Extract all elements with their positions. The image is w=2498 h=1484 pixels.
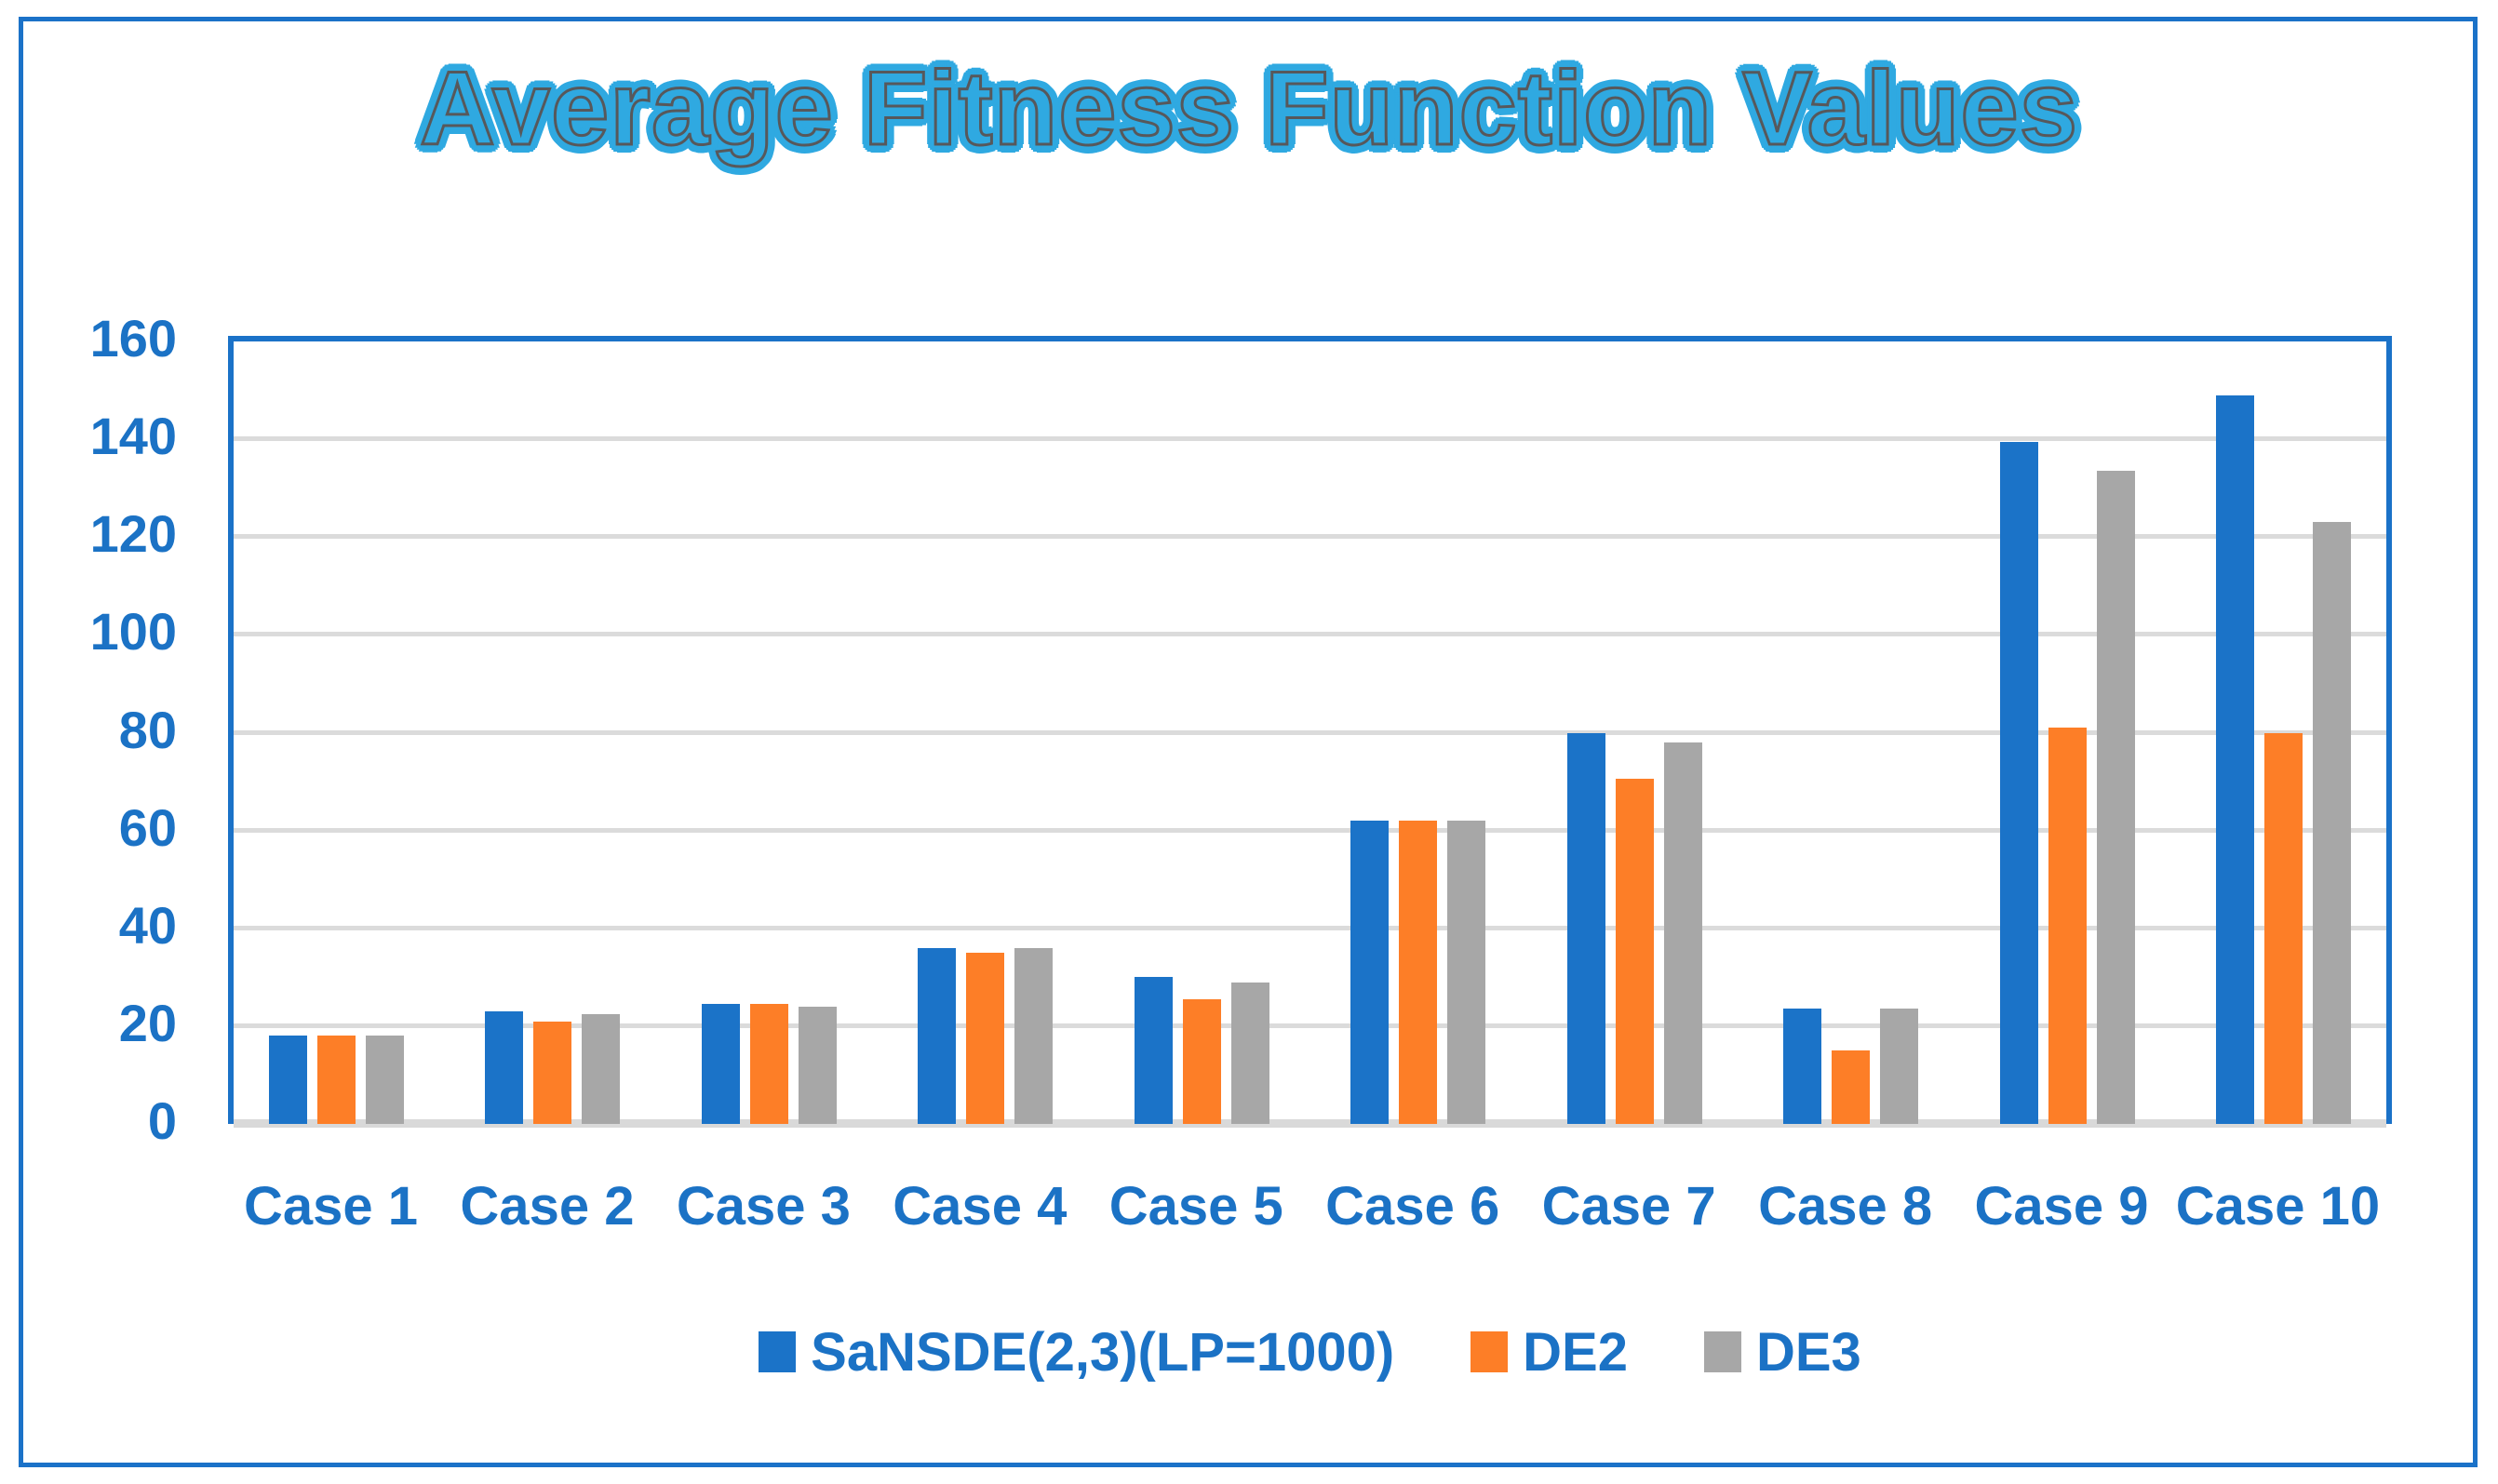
bar-sansde-2-3-lp-1000--case-2: [485, 1011, 524, 1124]
chart-title: Average Fitness Function Values: [418, 49, 2079, 168]
x-axis-label-4: Case 4: [893, 1176, 1068, 1237]
x-axis-line: [234, 1119, 2386, 1128]
y-axis-label-20: 20: [118, 993, 177, 1052]
bar-de3-case-5: [1230, 982, 1269, 1124]
y-axis-label-80: 80: [118, 700, 177, 759]
bar-de2-case-10: [2263, 732, 2303, 1124]
x-axis-label-10: Case 10: [2175, 1176, 2381, 1237]
bar-de3-case-9: [2096, 471, 2135, 1124]
x-axis-label-5: Case 5: [1108, 1176, 1283, 1237]
bar-sansde-2-3-lp-1000--case-10: [2215, 394, 2254, 1124]
bar-de2-case-4: [966, 953, 1005, 1124]
legend: SaNSDE(2,3)(LP=1000) DE2 DE3: [228, 1310, 2392, 1394]
bar-group-2: [485, 1011, 621, 1124]
y-axis-label-0: 0: [147, 1091, 177, 1150]
gridline-60: [234, 827, 2386, 833]
bar-de2-case-3: [749, 1004, 788, 1124]
bar-group-1: [269, 1036, 404, 1124]
bar-sansde-2-3-lp-1000--case-5: [1134, 977, 1173, 1124]
bar-group-8: [1783, 1009, 1919, 1124]
gridline-140: [234, 436, 2386, 442]
gridline-100: [234, 632, 2386, 637]
outer-border: [19, 17, 2478, 1467]
bar-de2-case-6: [1399, 821, 1438, 1124]
gridline-80: [234, 729, 2386, 735]
x-axis-label-9: Case 9: [1974, 1176, 2149, 1237]
y-axis-label-120: 120: [89, 504, 177, 564]
bar-group-3: [701, 1004, 837, 1124]
y-axis-label-60: 60: [118, 797, 177, 857]
bar-sansde-2-3-lp-1000--case-8: [1783, 1009, 1822, 1124]
bar-de3-case-4: [1014, 947, 1054, 1124]
bar-de2-case-1: [317, 1036, 356, 1124]
bar-de3-case-7: [1663, 742, 1702, 1124]
bar-de2-case-5: [1182, 998, 1221, 1124]
bar-de3-case-10: [2312, 522, 2351, 1124]
legend-swatch: [1703, 1331, 1741, 1372]
x-axis-label-7: Case 7: [1541, 1176, 1716, 1237]
bar-de3-case-3: [798, 1006, 837, 1124]
bar-sansde-2-3-lp-1000--case-9: [1999, 441, 2038, 1124]
legend-label: SaNSDE(2,3)(LP=1000): [811, 1321, 1395, 1383]
legend-label: DE3: [1755, 1321, 1861, 1383]
bar-de3-case-1: [366, 1036, 404, 1124]
plot-area: [228, 336, 2392, 1128]
gridline-20: [234, 1023, 2386, 1028]
bar-de2-case-9: [2048, 728, 2087, 1124]
x-axis-labels: Case 1 Case 2 Case 3 Case 4 Case 5 Case 6 Case…: [228, 1165, 2392, 1249]
bar-de2-case-7: [1615, 779, 1654, 1124]
y-axis-label-40: 40: [118, 895, 177, 955]
bar-de3-case-6: [1447, 821, 1486, 1124]
legend-item-sansde-2-3-lp-1000-: SaNSDE(2,3)(LP=1000): [759, 1321, 1394, 1384]
gridline-120: [234, 534, 2386, 540]
bar-group-4: [918, 947, 1054, 1124]
gridline-40: [234, 925, 2386, 930]
legend-swatch: [759, 1331, 797, 1372]
legend-item-de3: DE3: [1703, 1321, 1861, 1384]
y-axis-label-160: 160: [89, 309, 177, 368]
bar-de3-case-2: [582, 1013, 621, 1124]
x-axis-label-2: Case 2: [460, 1176, 635, 1237]
bar-group-9: [1999, 441, 2135, 1124]
bar-group-5: [1134, 977, 1269, 1124]
x-axis-label-8: Case 8: [1758, 1176, 1933, 1237]
legend-label: DE2: [1523, 1321, 1628, 1383]
x-axis-label-6: Case 6: [1325, 1176, 1500, 1237]
bar-group-10: [2215, 394, 2351, 1124]
x-axis-label-1: Case 1: [243, 1176, 419, 1237]
bar-sansde-2-3-lp-1000--case-6: [1350, 821, 1390, 1124]
bar-sansde-2-3-lp-1000--case-4: [918, 947, 957, 1124]
legend-swatch: [1471, 1331, 1509, 1372]
bar-de2-case-8: [1832, 1050, 1871, 1124]
bar-de2-case-2: [533, 1021, 572, 1124]
bar-sansde-2-3-lp-1000--case-3: [701, 1004, 740, 1124]
bar-group-6: [1350, 821, 1486, 1124]
y-axis-labels: 0 20 40 60 80 100 120 140 160: [0, 309, 177, 1484]
bar-sansde-2-3-lp-1000--case-7: [1566, 732, 1605, 1124]
x-axis-label-3: Case 3: [676, 1176, 851, 1237]
bar-de3-case-8: [1880, 1009, 1919, 1124]
bar-sansde-2-3-lp-1000--case-1: [269, 1036, 307, 1124]
legend-item-de2: DE2: [1471, 1321, 1628, 1384]
y-axis-label-100: 100: [89, 602, 177, 662]
y-axis-label-140: 140: [89, 407, 177, 466]
bar-group-7: [1566, 732, 1702, 1124]
